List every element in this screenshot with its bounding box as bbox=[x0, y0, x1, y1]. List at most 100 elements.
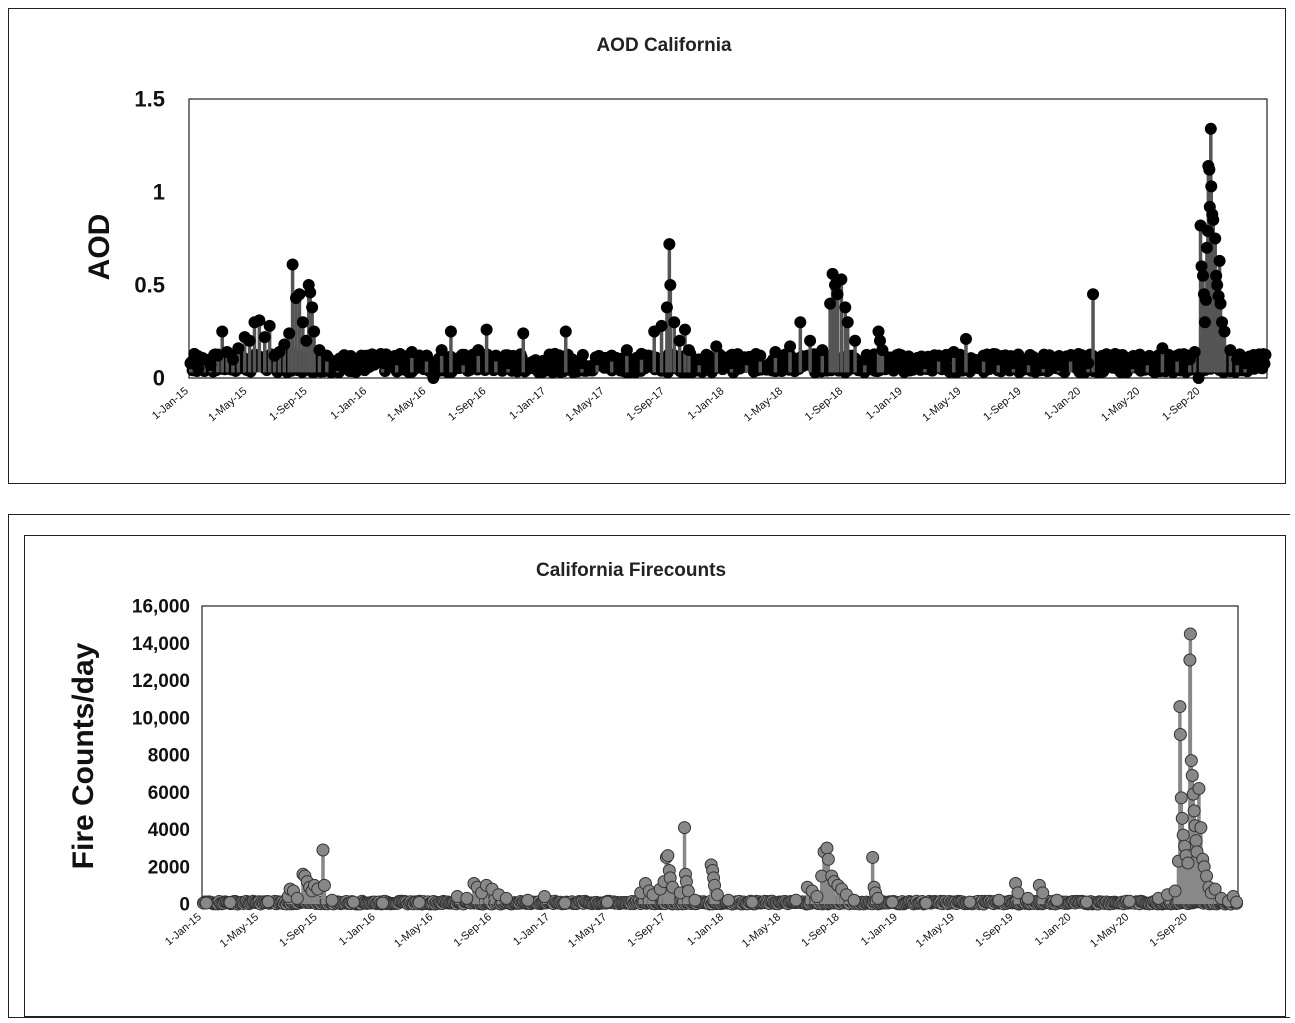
fire-y-tick-label: 6000 bbox=[148, 783, 190, 804]
aod-data-point bbox=[283, 327, 296, 340]
fire-data-point bbox=[1181, 856, 1195, 870]
aod-data-point bbox=[363, 360, 376, 373]
aod-data-point bbox=[668, 316, 681, 329]
fire-data-point bbox=[460, 891, 474, 905]
aod-data-point bbox=[769, 345, 782, 358]
fire-data-point bbox=[1192, 782, 1206, 796]
aod-data-point bbox=[204, 358, 217, 371]
aod-data-point bbox=[320, 349, 333, 362]
aod-chart-svg: AOD California AOD 00.511.51-Jan-15 1-May… bbox=[83, 35, 1272, 424]
fire-x-tick-label: 1-Jan-18 bbox=[685, 911, 726, 948]
aod-data-point bbox=[849, 334, 862, 347]
aod-x-tick-label: 1-Jan-20 bbox=[1042, 385, 1083, 422]
aod-data-point bbox=[1156, 342, 1169, 355]
fire-data-point bbox=[521, 893, 535, 907]
aod-data-point bbox=[1211, 279, 1224, 291]
aod-x-tick-label: 1-May-17 bbox=[563, 385, 606, 424]
fire-data-point bbox=[1080, 895, 1094, 909]
fire-data-point bbox=[710, 888, 724, 902]
aod-y-tick-label: 0 bbox=[153, 366, 165, 391]
aod-chart-panel: AOD California AOD 0 0.5 1 1.5 1-Jan-15 1-May… bbox=[8, 8, 1286, 484]
aod-data-point bbox=[427, 372, 440, 384]
aod-data-point bbox=[547, 364, 560, 377]
fire-data-point bbox=[1175, 811, 1189, 825]
fire-data-point bbox=[992, 893, 1006, 907]
aod-data-point bbox=[620, 344, 633, 357]
aod-data-point bbox=[977, 349, 990, 362]
aod-data-point bbox=[1097, 360, 1110, 373]
fire-data-point bbox=[261, 895, 275, 909]
aod-data-point bbox=[794, 316, 807, 329]
aod-data-point bbox=[1256, 360, 1269, 373]
fire-data-point bbox=[821, 852, 835, 866]
aod-x-tick-label: 1-Sep-17 bbox=[625, 385, 667, 423]
aod-data-point bbox=[188, 347, 201, 360]
aod-baseline-marker bbox=[1259, 348, 1272, 361]
fire-data-point bbox=[745, 895, 759, 909]
aod-data-point bbox=[435, 344, 448, 357]
fire-plot-frame bbox=[201, 605, 1239, 905]
aod-data-point bbox=[253, 314, 266, 327]
aod-data-point bbox=[1224, 344, 1237, 357]
fire-data-point bbox=[1168, 884, 1182, 898]
aod-data-point bbox=[1203, 163, 1216, 176]
fire-data-point bbox=[1011, 886, 1025, 900]
fire-data-point bbox=[1187, 804, 1201, 818]
aod-data-point bbox=[444, 325, 457, 338]
firecounts-outer-panel: California Firecounts Fire Counts/day 0 2… bbox=[8, 514, 1290, 1018]
aod-data-point bbox=[457, 353, 470, 366]
fire-data-point bbox=[1036, 886, 1050, 900]
fire-x-tick-label: 1-Jan-20 bbox=[1033, 911, 1074, 948]
fire-x-tick-label: 1-May-15 bbox=[218, 911, 261, 950]
aod-data-point bbox=[824, 297, 837, 310]
fire-data-point bbox=[847, 893, 861, 907]
aod-data-point bbox=[216, 325, 229, 338]
aod-data-point bbox=[346, 362, 359, 375]
aod-x-tick-label: 1-May-18 bbox=[742, 385, 785, 424]
fire-data-point bbox=[688, 893, 702, 907]
fire-x-tick-label: 1-Sep-19 bbox=[973, 911, 1015, 949]
fire-data-point bbox=[678, 821, 692, 835]
aod-data-point bbox=[959, 332, 972, 345]
fire-x-tick-label: 1-Sep-15 bbox=[277, 911, 319, 949]
aod-data-point bbox=[903, 364, 916, 377]
fire-y-tick-label: 4000 bbox=[148, 820, 190, 841]
fire-data-point bbox=[1200, 869, 1214, 883]
fire-x-tick-label: 1-Jan-17 bbox=[511, 911, 552, 948]
fire-x-tick-label: 1-Sep-17 bbox=[625, 911, 667, 949]
aod-data-point bbox=[740, 353, 753, 366]
fire-x-tick-label: 1-Jan-16 bbox=[337, 911, 378, 948]
aod-data-point bbox=[831, 288, 844, 301]
fire-x-tick-label: 1-May-16 bbox=[392, 911, 435, 950]
fire-y-tick-label: 2000 bbox=[148, 857, 190, 878]
aod-data-point bbox=[263, 319, 276, 332]
aod-data-point bbox=[300, 334, 313, 347]
aod-data-point bbox=[1141, 353, 1154, 366]
fire-data-point bbox=[290, 891, 304, 905]
aod-data-point bbox=[816, 344, 829, 357]
firecounts-chart-panel: California Firecounts Fire Counts/day 0 2… bbox=[24, 535, 1286, 1017]
fire-x-tick-label: 1-Sep-18 bbox=[799, 911, 841, 949]
aod-x-tick-label: 1-Sep-20 bbox=[1160, 385, 1202, 423]
aod-data-point bbox=[1087, 288, 1100, 301]
fire-data-point bbox=[789, 893, 803, 907]
aod-data-point bbox=[1213, 254, 1226, 267]
aod-data-point bbox=[1064, 349, 1077, 362]
fire-data-point bbox=[1122, 894, 1136, 908]
fire-x-tick-label: 1-May-19 bbox=[914, 911, 957, 950]
aod-data-point bbox=[226, 353, 239, 366]
aod-x-tick-label: 1-Sep-16 bbox=[446, 385, 488, 423]
aod-x-tick-label: 1-Jan-18 bbox=[686, 385, 727, 422]
aod-data-point bbox=[682, 344, 695, 357]
firecounts-plot-area: 0 2000 4000 6000 8000 10,000 12,000 14,000 16,00… bbox=[132, 597, 1244, 950]
aod-data-point bbox=[531, 360, 544, 373]
aod-data-point bbox=[258, 331, 271, 344]
aod-data-point bbox=[876, 344, 889, 357]
aod-data-point bbox=[605, 349, 618, 362]
fire-data-point bbox=[1173, 728, 1187, 742]
aod-data-point bbox=[660, 301, 673, 314]
aod-data-point bbox=[489, 349, 502, 362]
aod-data-point bbox=[710, 340, 723, 353]
fire-data-point bbox=[1208, 882, 1222, 896]
aod-data-point bbox=[1239, 357, 1252, 370]
